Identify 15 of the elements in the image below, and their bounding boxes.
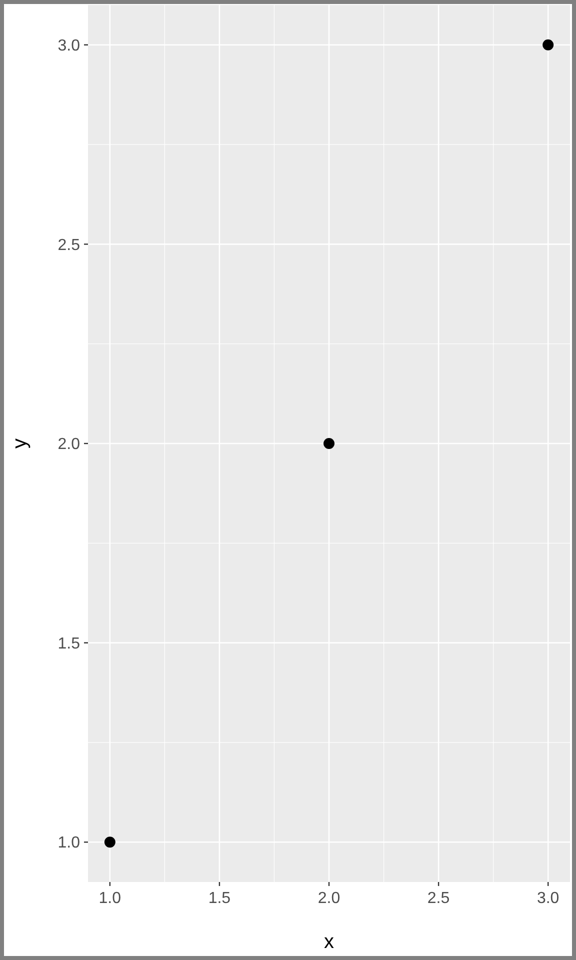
y-tick-label: 1.5	[58, 635, 80, 652]
x-tick-label: 3.0	[536, 890, 560, 907]
x-tick-label: 2.5	[427, 890, 450, 907]
y-tick-label: 1.0	[58, 834, 80, 852]
y-tick-label: 2.0	[58, 436, 80, 454]
y-tick-label: 3.0	[58, 37, 80, 54]
y-tick-label: 2.5	[58, 236, 80, 254]
point	[324, 438, 334, 449]
x-tick-label: 1.0	[98, 890, 122, 907]
x-tick-label: 1.5	[208, 890, 231, 907]
x-tick-label: 2.0	[318, 890, 340, 907]
y-axis-title: y	[9, 438, 31, 448]
point	[104, 836, 116, 848]
x-axis-title: x	[324, 931, 334, 953]
point	[542, 39, 554, 50]
